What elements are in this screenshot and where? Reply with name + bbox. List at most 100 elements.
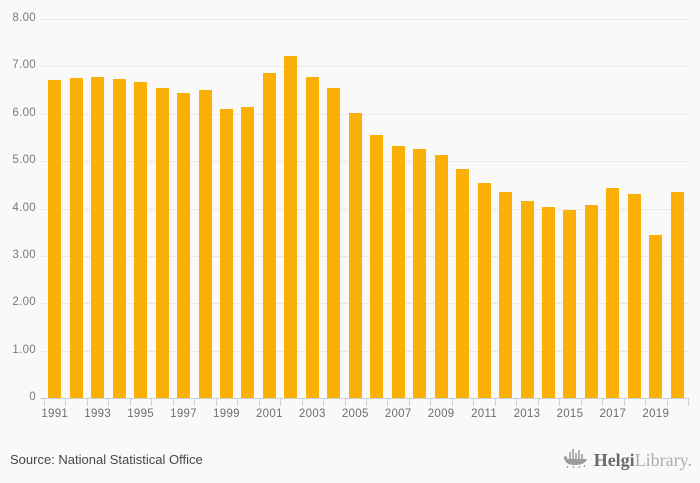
x-tick — [301, 399, 303, 406]
x-tick-label-1997: 1997 — [170, 408, 197, 420]
x-tick — [451, 399, 453, 406]
x-tick — [408, 399, 410, 406]
bar-2001 — [262, 73, 276, 398]
x-tick — [151, 399, 153, 406]
x-tick-label-2013: 2013 — [513, 408, 541, 420]
gridline-5.00 — [40, 161, 690, 163]
x-axis-labels: 1991 1993 1995 1997 1999 2001 2003 2005 2007 2009… — [0, 408, 700, 424]
y-tick-label-3.00: 3.00 — [12, 248, 36, 261]
y-tick-label-1.00: 1.00 — [12, 343, 36, 356]
bar-2007 — [391, 145, 405, 398]
brand-name-primary: Helgi — [593, 450, 635, 470]
x-tick-label-1995: 1995 — [127, 408, 154, 420]
bar-2005 — [348, 112, 362, 398]
x-tick — [215, 399, 217, 406]
bar-1996 — [155, 87, 169, 398]
bar-2000 — [241, 106, 255, 398]
bar-2016 — [584, 205, 598, 398]
bar-1994 — [112, 79, 126, 398]
x-tick-label-2017: 2017 — [599, 408, 627, 420]
brand-logo[interactable]: HelgiLibrary. — [562, 444, 692, 476]
x-tick — [688, 399, 689, 406]
x-tick-label-2007: 2007 — [384, 408, 412, 420]
x-tick — [473, 399, 475, 406]
x-tick-label-1991: 1991 — [41, 408, 69, 420]
x-tick — [387, 399, 389, 406]
y-tick-label-6.00: 6.00 — [12, 106, 36, 119]
brand-name: HelgiLibrary. — [594, 444, 692, 476]
x-tick — [194, 399, 196, 406]
bar-1999 — [219, 108, 233, 398]
x-tick — [430, 399, 432, 406]
x-tick — [129, 399, 131, 406]
y-tick-label-0: 0 — [29, 391, 36, 403]
plot-area — [44, 19, 688, 398]
bar-1993 — [91, 76, 105, 398]
y-axis-labels: 8.00 7.00 6.00 5.00 4.00 3.00 2.00 1.00 0 — [0, 0, 38, 420]
x-tick — [580, 399, 582, 406]
x-tick — [65, 399, 67, 406]
y-tick-label-8.00: 8.00 — [12, 12, 36, 24]
gridline-7.00 — [40, 66, 690, 68]
x-tick — [172, 399, 174, 406]
viking-ship-icon — [562, 445, 590, 476]
x-tick — [344, 399, 346, 406]
x-tick-label-2009: 2009 — [427, 408, 455, 420]
x-tick-label-2005: 2005 — [341, 408, 369, 420]
bar-2014 — [541, 206, 555, 398]
x-tick — [537, 399, 539, 406]
bar-2009 — [434, 154, 448, 398]
y-tick-label-2.00: 2.00 — [12, 296, 36, 309]
brand-name-secondary: Library. — [634, 450, 692, 470]
bar-2012 — [499, 191, 513, 398]
gridline-1.00 — [40, 350, 690, 352]
x-tick-label-2015: 2015 — [556, 408, 584, 420]
bar-2015 — [563, 210, 577, 398]
gridline-4.00 — [40, 208, 690, 210]
bar-2013 — [520, 200, 534, 398]
bar-1998 — [198, 90, 212, 398]
x-tick — [623, 399, 625, 406]
x-tick — [86, 399, 88, 406]
bar-2008 — [413, 148, 427, 398]
x-tick — [366, 399, 367, 406]
x-tick-label-2019: 2019 — [642, 408, 670, 420]
x-tick — [237, 399, 239, 406]
x-tick-label-2003: 2003 — [298, 408, 326, 420]
x-tick — [108, 399, 110, 406]
bar-2002 — [284, 55, 298, 398]
y-tick-label-4.00: 4.00 — [12, 201, 36, 214]
x-tick — [559, 399, 561, 406]
x-tick — [323, 399, 325, 406]
x-tick-label-2011: 2011 — [471, 408, 498, 420]
bar-2018 — [627, 193, 641, 398]
x-tick-label-2001: 2001 — [255, 408, 283, 420]
x-tick — [516, 399, 518, 406]
bar-2004 — [327, 88, 341, 398]
bar-2019 — [649, 234, 663, 398]
bar-2010 — [456, 169, 470, 398]
y-tick-label-5.00: 5.00 — [12, 154, 36, 167]
gridline-8.00 — [40, 19, 690, 20]
bar-2020 — [670, 191, 684, 398]
x-axis-line — [40, 398, 690, 399]
x-axis-ticks — [0, 399, 700, 407]
gridline-3.00 — [40, 255, 690, 257]
x-tick — [494, 399, 496, 406]
bar-1991 — [48, 79, 62, 398]
bar-2003 — [305, 76, 319, 398]
footer: Source: National Statistical Office — [0, 440, 700, 483]
bar-1992 — [69, 77, 83, 398]
bar-2017 — [606, 187, 620, 398]
bar-2006 — [370, 135, 384, 398]
bar-1995 — [134, 82, 148, 398]
bar-2011 — [477, 183, 491, 398]
x-tick — [280, 399, 282, 406]
gridlines — [40, 19, 690, 398]
x-tick — [602, 399, 604, 406]
x-tick — [258, 399, 260, 406]
x-tick-label-1999: 1999 — [213, 408, 240, 420]
bar-1997 — [177, 93, 191, 398]
x-tick — [44, 399, 45, 406]
